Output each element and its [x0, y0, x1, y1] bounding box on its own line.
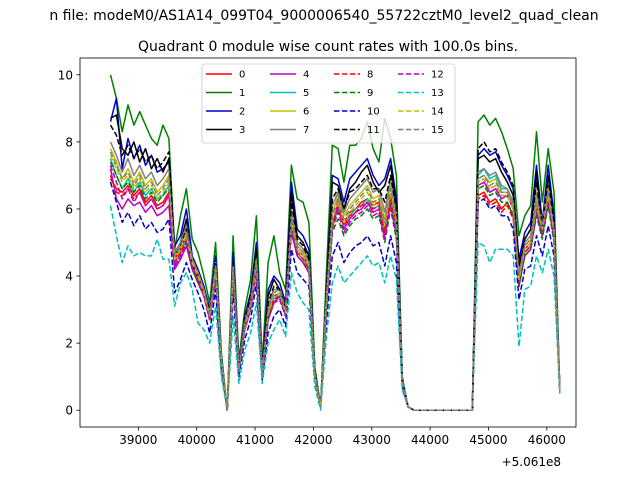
series-line-9	[109, 161, 561, 411]
legend-label-3: 3	[239, 125, 245, 136]
legend-label-14: 14	[431, 107, 444, 118]
series-line-6	[109, 148, 561, 411]
legend-box	[201, 63, 456, 144]
plot-frame	[79, 57, 577, 428]
x-tick-label: 44000	[411, 433, 449, 447]
y-tick-label: 6	[65, 202, 73, 216]
series-line-15	[109, 151, 561, 411]
legend-label-4: 4	[303, 70, 309, 81]
legend-label-13: 13	[431, 88, 444, 99]
series-line-7	[109, 141, 561, 411]
legend-label-7: 7	[303, 125, 309, 136]
series-line-2	[109, 97, 561, 411]
x-tick-label: 41000	[236, 433, 274, 447]
figure-suptitle: n file: modeM0/AS1A14_099T04_9000006540_…	[49, 8, 598, 24]
y-tick-label: 2	[65, 337, 73, 351]
x-axis-offset-label: +5.061e8	[502, 455, 561, 469]
y-tick-label: 4	[65, 270, 73, 284]
series-line-10	[109, 181, 561, 411]
x-tick-label: 42000	[294, 433, 332, 447]
legend-label-12: 12	[431, 70, 444, 81]
legend-label-1: 1	[239, 88, 245, 99]
legend-label-9: 9	[367, 88, 373, 99]
series-line-8	[109, 175, 561, 411]
legend-label-10: 10	[367, 107, 380, 118]
series-line-4	[109, 168, 561, 411]
chart-title: Quadrant 0 module wise count rates with …	[138, 39, 518, 55]
legend-label-2: 2	[239, 107, 245, 118]
series-line-14	[109, 154, 561, 411]
legend-label-6: 6	[303, 107, 309, 118]
series-line-1	[109, 74, 561, 411]
legend-label-5: 5	[303, 88, 309, 99]
legend-label-15: 15	[431, 125, 444, 136]
x-tick-label: 40000	[178, 433, 216, 447]
x-tick-label: 43000	[353, 433, 391, 447]
legend-label-8: 8	[367, 70, 373, 81]
x-tick-label: 45000	[469, 433, 507, 447]
series-line-13	[109, 205, 561, 411]
x-tick-label: 46000	[528, 433, 566, 447]
legend-label-0: 0	[239, 70, 245, 81]
x-tick-label: 39000	[119, 433, 157, 447]
y-tick-label: 10	[58, 68, 73, 82]
series-line-3	[110, 114, 561, 411]
plot-area: 39000 40000 41000 42000 43000 44000 45000 46000…	[58, 57, 577, 447]
series-line-11	[109, 124, 561, 411]
y-tick-label: 8	[65, 135, 73, 149]
legend-label-11: 11	[367, 125, 380, 136]
y-tick-label: 0	[65, 404, 73, 418]
